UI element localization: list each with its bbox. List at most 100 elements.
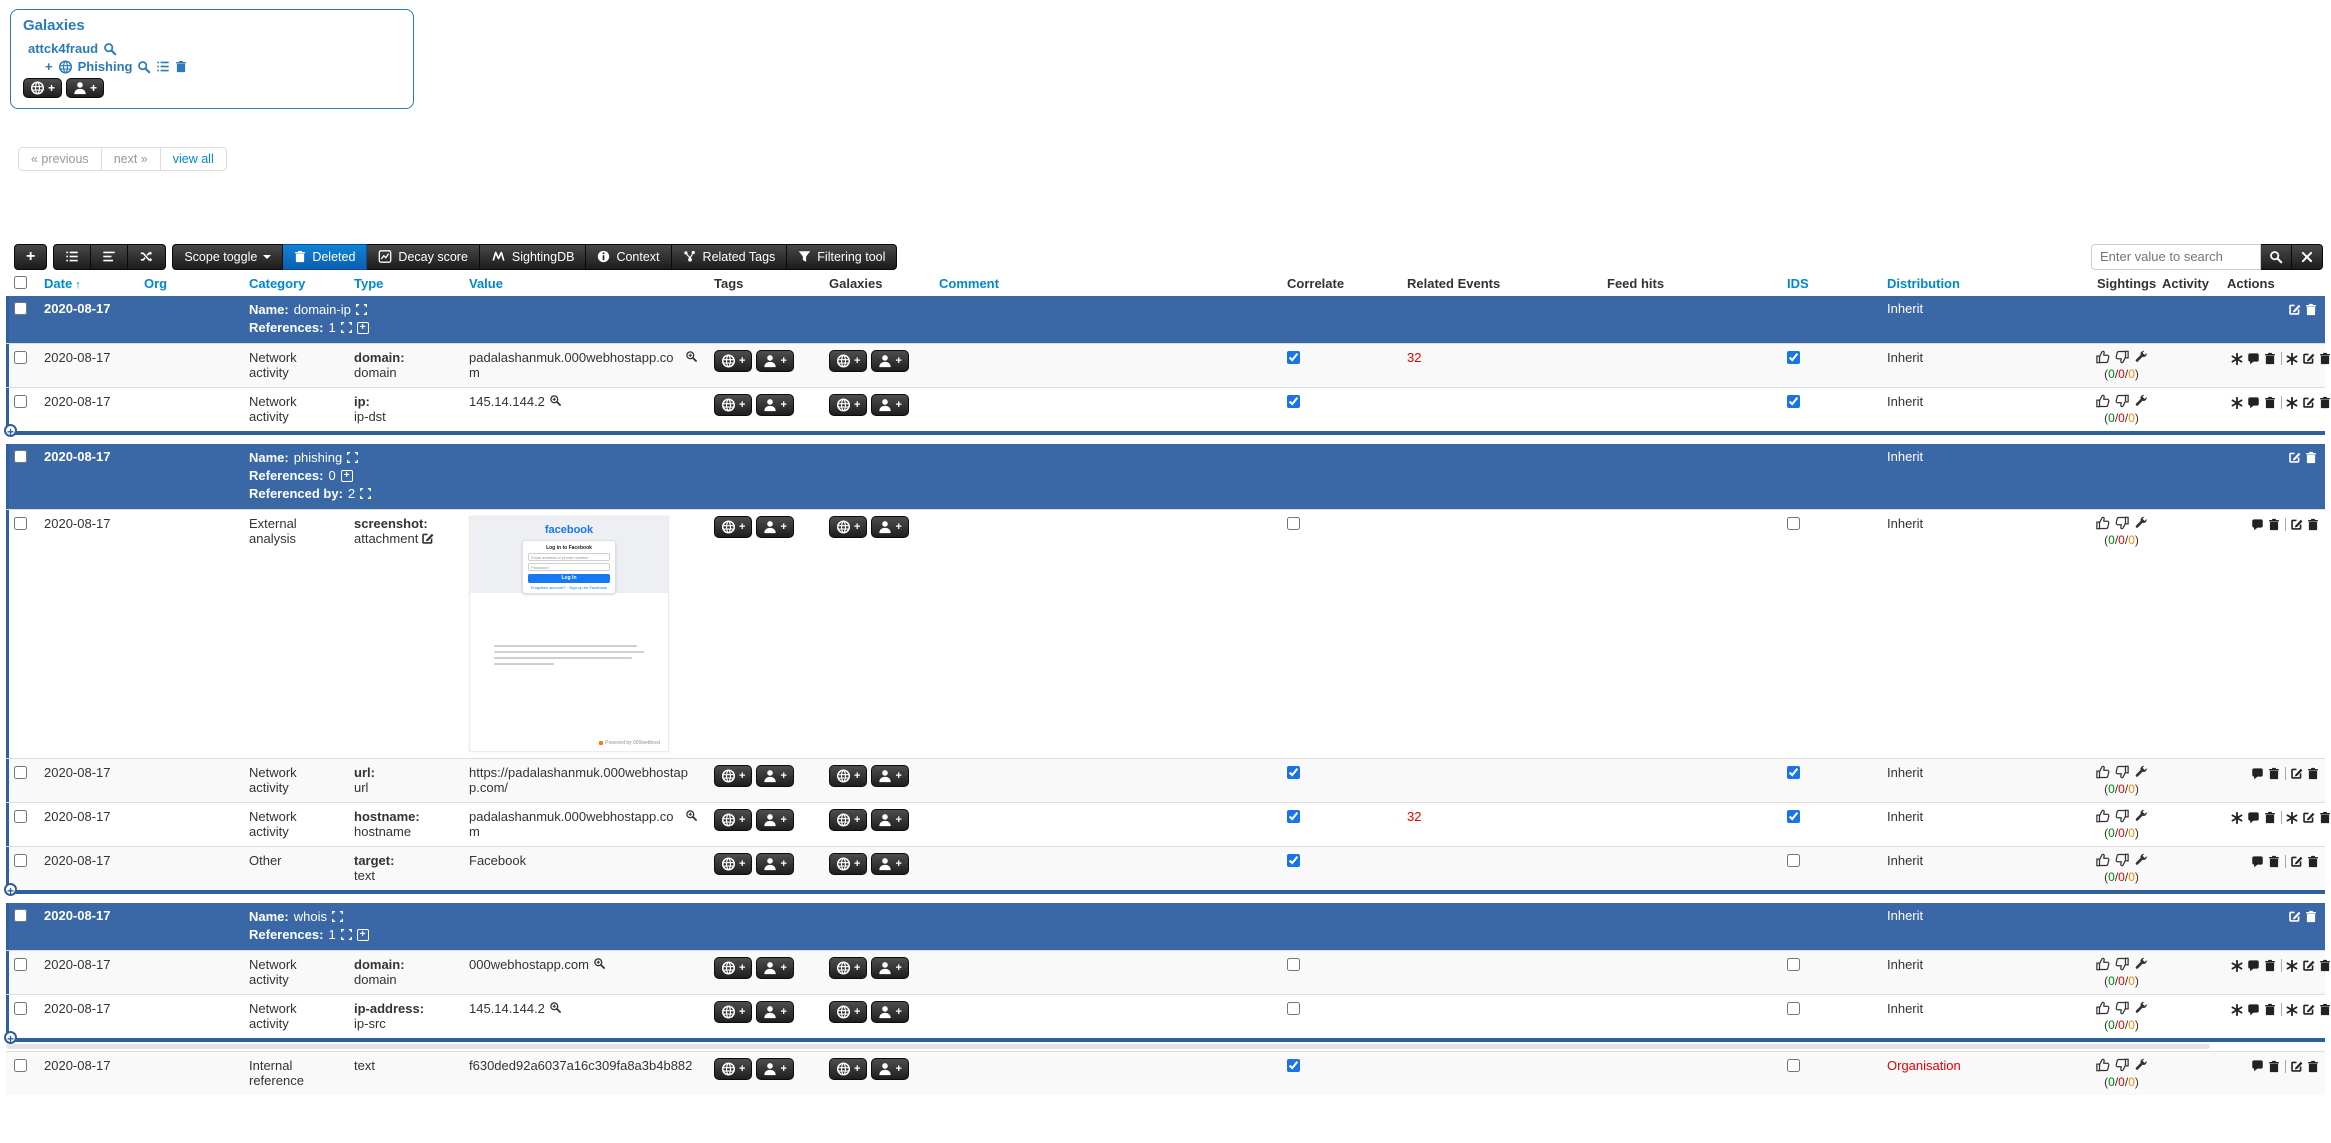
row-checkbox[interactable]	[14, 958, 27, 971]
add-local-galaxy-button[interactable]: +	[871, 1057, 909, 1080]
delete-object-icon[interactable]	[2305, 303, 2317, 316]
edit-attribute-icon[interactable]	[2290, 855, 2303, 868]
delete-attribute-icon[interactable]	[2307, 1060, 2319, 1073]
row-checkbox[interactable]	[14, 1058, 27, 1072]
advanced-sightings-icon[interactable]	[2134, 957, 2148, 971]
soft-delete-icon[interactable]	[2264, 352, 2276, 365]
add-global-tag-button[interactable]: +	[714, 809, 753, 831]
delete-attribute-icon[interactable]	[2307, 767, 2319, 780]
correlate-checkbox[interactable]	[1287, 766, 1300, 779]
zoom-in-icon[interactable]	[549, 394, 562, 407]
select-all-checkbox[interactable]	[14, 276, 27, 289]
soft-delete-icon[interactable]	[2264, 1003, 2276, 1016]
row-checkbox[interactable]	[14, 766, 27, 779]
add-global-tag-button[interactable]: +	[714, 1057, 753, 1080]
decay-score-button[interactable]: Decay score	[367, 243, 480, 270]
edit-object-icon[interactable]	[2288, 303, 2301, 316]
correlate-checkbox[interactable]	[1287, 1058, 1300, 1072]
row-checkbox[interactable]	[14, 395, 27, 408]
galaxy-item-name[interactable]: Phishing	[77, 59, 133, 74]
delete-object-icon[interactable]	[2305, 451, 2317, 464]
column-header-org[interactable]: Org	[144, 276, 168, 291]
edit-attribute-icon[interactable]	[2290, 1060, 2303, 1073]
context-button[interactable]: Context	[586, 243, 672, 270]
add-reference-button[interactable]: +	[340, 469, 353, 482]
add-false-positive-icon[interactable]	[2115, 516, 2129, 530]
edit-attribute-icon[interactable]	[2302, 1003, 2315, 1016]
search-icon[interactable]	[137, 60, 151, 74]
correlate-checkbox[interactable]	[1287, 351, 1300, 364]
add-false-positive-icon[interactable]	[2115, 765, 2129, 779]
advanced-sightings-icon[interactable]	[2134, 1058, 2148, 1072]
next-page-button[interactable]: next »	[100, 147, 161, 171]
advanced-sightings-icon[interactable]	[2134, 350, 2148, 364]
add-reference-button[interactable]: +	[356, 321, 369, 334]
expand-object-icon[interactable]	[355, 304, 367, 315]
correlate-checkbox[interactable]	[1287, 1002, 1300, 1015]
add-global-tag-button[interactable]: +	[714, 765, 753, 787]
column-header-date[interactable]: Date ↑	[44, 276, 81, 291]
soft-delete-icon[interactable]	[2264, 396, 2276, 409]
scope-toggle-button[interactable]: Scope toggle	[172, 243, 284, 270]
advanced-sightings-icon[interactable]	[2134, 853, 2148, 867]
add-local-galaxy-button[interactable]: +	[871, 957, 909, 979]
column-header-category[interactable]: Category	[249, 276, 306, 291]
add-local-tag-button[interactable]: +	[756, 1057, 794, 1080]
add-global-tag-button[interactable]: +	[714, 853, 753, 875]
add-to-object-button[interactable]: +	[4, 1031, 17, 1045]
zoom-in-icon[interactable]	[593, 957, 606, 970]
add-local-galaxy-button[interactable]: +	[66, 78, 105, 98]
object-checkbox[interactable]	[14, 302, 27, 315]
ids-checkbox[interactable]	[1787, 351, 1800, 364]
add-local-galaxy-button[interactable]: +	[871, 394, 909, 416]
delete-attribute-icon[interactable]	[2319, 1003, 2331, 1016]
deleted-button[interactable]: Deleted	[283, 243, 368, 270]
enrich-icon[interactable]	[2231, 396, 2243, 409]
add-local-galaxy-button[interactable]: +	[871, 1001, 909, 1023]
expand-references-icon[interactable]	[340, 929, 352, 940]
search-button[interactable]	[2261, 243, 2292, 270]
soft-delete-icon[interactable]	[2264, 959, 2276, 972]
object-checkbox[interactable]	[14, 909, 27, 922]
discussion-icon[interactable]	[2251, 855, 2264, 868]
previous-page-button[interactable]: « previous	[18, 147, 102, 171]
enrich-icon[interactable]	[2231, 352, 2243, 365]
add-false-positive-icon[interactable]	[2115, 809, 2129, 823]
discussion-icon[interactable]	[2247, 352, 2260, 365]
add-global-tag-button[interactable]: +	[714, 1001, 753, 1023]
column-header-ids[interactable]: IDS	[1787, 276, 1809, 291]
discussion-icon[interactable]	[2247, 959, 2260, 972]
add-false-positive-icon[interactable]	[2115, 957, 2129, 971]
soft-delete-icon[interactable]	[2268, 518, 2280, 531]
filtering-tool-button[interactable]: Filtering tool	[787, 243, 898, 270]
row-checkbox[interactable]	[14, 854, 27, 867]
row-checkbox[interactable]	[14, 351, 27, 364]
ids-checkbox[interactable]	[1787, 1058, 1800, 1072]
add-global-tag-button[interactable]: +	[714, 394, 753, 416]
add-global-galaxy-button[interactable]: +	[829, 809, 868, 831]
delete-attribute-icon[interactable]	[2319, 811, 2331, 824]
add-global-galaxy-button[interactable]: +	[23, 78, 63, 98]
add-reference-button[interactable]: +	[356, 928, 369, 941]
list-view-button[interactable]	[53, 243, 92, 270]
edit-attribute-icon[interactable]	[2302, 396, 2315, 409]
enrich-icon[interactable]	[2286, 811, 2298, 824]
soft-delete-icon[interactable]	[2268, 1060, 2280, 1073]
advanced-sightings-icon[interactable]	[2134, 809, 2148, 823]
ids-checkbox[interactable]	[1787, 766, 1800, 779]
delete-attribute-icon[interactable]	[2307, 855, 2319, 868]
zoom-in-icon[interactable]	[685, 350, 698, 363]
zoom-in-icon[interactable]	[549, 1001, 562, 1014]
add-sighting-icon[interactable]	[2095, 1058, 2110, 1072]
advanced-sightings-icon[interactable]	[2134, 516, 2148, 530]
add-sighting-icon[interactable]	[2095, 853, 2110, 867]
enrich-icon[interactable]	[2286, 1003, 2298, 1016]
related-event-link[interactable]: 32	[1407, 350, 1422, 365]
object-checkbox[interactable]	[14, 450, 27, 463]
add-local-galaxy-button[interactable]: +	[871, 765, 909, 787]
add-sighting-icon[interactable]	[2095, 765, 2110, 779]
plus-icon[interactable]: +	[45, 59, 53, 74]
search-icon[interactable]	[103, 42, 117, 56]
add-global-galaxy-button[interactable]: +	[829, 516, 868, 538]
column-header-value[interactable]: Value	[469, 276, 503, 291]
